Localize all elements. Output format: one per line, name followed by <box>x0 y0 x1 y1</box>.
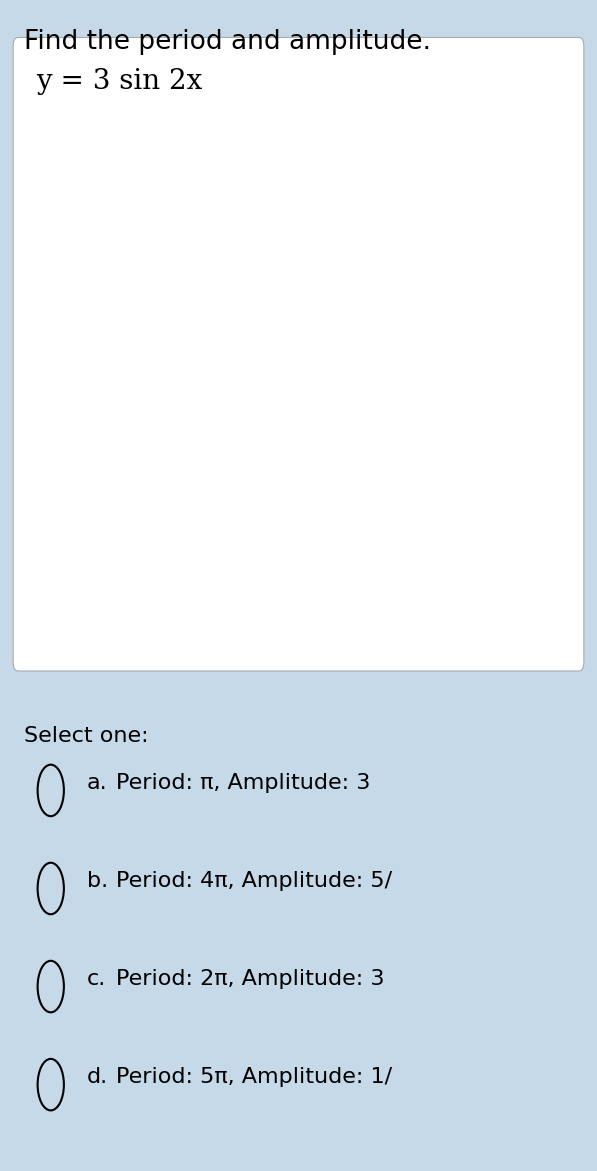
Text: 1: 1 <box>188 321 199 340</box>
Text: Find the period and amplitude.: Find the period and amplitude. <box>24 29 431 55</box>
Text: b.: b. <box>87 871 107 891</box>
Text: Period: π, Amplitude: 3: Period: π, Amplitude: 3 <box>116 773 371 793</box>
Text: y: y <box>211 141 222 158</box>
Text: 2: 2 <box>187 261 199 280</box>
Text: y = 3 sin 2x: y = 3 sin 2x <box>36 68 202 95</box>
Text: d.: d. <box>87 1067 107 1087</box>
Text: Select one:: Select one: <box>24 726 149 746</box>
Text: a.: a. <box>87 773 107 793</box>
Text: Period: 5π, Amplitude: 1/: Period: 5π, Amplitude: 1/ <box>116 1067 393 1087</box>
Text: 3: 3 <box>187 203 199 220</box>
Text: π: π <box>387 422 399 440</box>
Text: Period: 2π, Amplitude: 3: Period: 2π, Amplitude: 3 <box>116 970 385 989</box>
Text: Period: 4π, Amplitude: 5/: Period: 4π, Amplitude: 5/ <box>116 871 393 891</box>
Text: x: x <box>558 398 569 416</box>
Text: c.: c. <box>87 970 106 989</box>
